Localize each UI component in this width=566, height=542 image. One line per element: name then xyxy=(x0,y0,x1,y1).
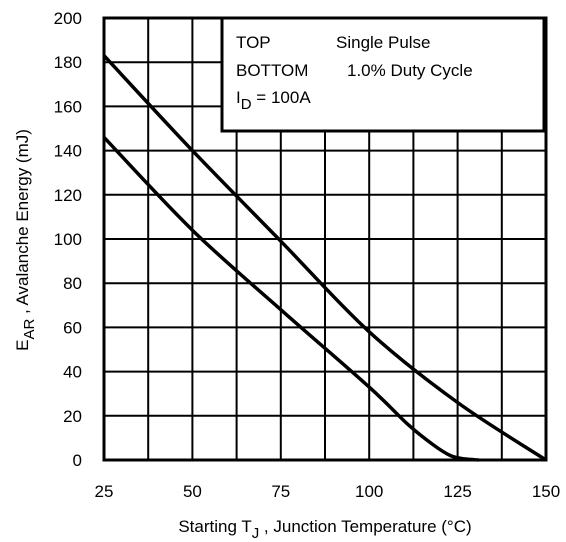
y-tick-label: 160 xyxy=(54,97,82,116)
x-tick-label: 150 xyxy=(532,482,560,501)
y-tick-label: 80 xyxy=(63,274,82,293)
x-axis-label: Starting TJ , Junction Temperature (°C) xyxy=(178,517,471,542)
legend-row2-label: BOTTOM xyxy=(236,61,308,80)
legend-row3-sub: D xyxy=(241,96,252,113)
y-axis-label-post: , Avalanche Energy (mJ) xyxy=(13,129,32,319)
legend-box xyxy=(220,16,546,133)
y-tick-label: 140 xyxy=(54,142,82,161)
y-tick-label: 0 xyxy=(73,451,82,470)
legend-row1-label: TOP xyxy=(236,33,271,52)
y-tick-label: 20 xyxy=(63,407,82,426)
series-line-1 xyxy=(102,54,547,462)
x-axis-label-pre: Starting T xyxy=(178,517,251,536)
x-tick-label: 125 xyxy=(443,482,471,501)
x-tick-label: 25 xyxy=(95,482,114,501)
y-tick-label: 40 xyxy=(63,363,82,382)
x-tick-label: 75 xyxy=(271,482,290,501)
legend-row2-value: 1.0% Duty Cycle xyxy=(347,61,473,80)
y-tick-label: 100 xyxy=(54,230,82,249)
y-axis-label-sub: AR xyxy=(21,319,38,340)
y-tick-label: 180 xyxy=(54,53,82,72)
legend: TOP Single Pulse BOTTOM 1.0% Duty Cycle … xyxy=(220,16,546,133)
y-tick-label: 120 xyxy=(54,186,82,205)
x-axis-label-post: , Junction Temperature (°C) xyxy=(259,517,471,536)
y-axis-label: EAR , Avalanche Energy (mJ) xyxy=(13,129,38,351)
x-tick-label: 100 xyxy=(355,482,383,501)
legend-row3-post: = 100A xyxy=(252,88,312,107)
legend-row3-pre: I xyxy=(236,88,241,107)
x-axis-label-sub: J xyxy=(252,525,260,542)
legend-row1-value: Single Pulse xyxy=(336,33,431,52)
plot-frame xyxy=(102,16,548,462)
y-tick-label: 60 xyxy=(63,318,82,337)
y-axis-label-pre: E xyxy=(13,340,32,351)
tick-labels: 25 50 75 100 125 150 0 20 40 60 80 100 120 140 160 180 2… xyxy=(54,9,561,501)
x-tick-label: 50 xyxy=(183,482,202,501)
legend-row3: ID = 100A xyxy=(236,88,311,113)
y-tick-label: 200 xyxy=(54,9,82,28)
series-line-2 xyxy=(102,136,479,462)
series-group xyxy=(102,54,547,462)
